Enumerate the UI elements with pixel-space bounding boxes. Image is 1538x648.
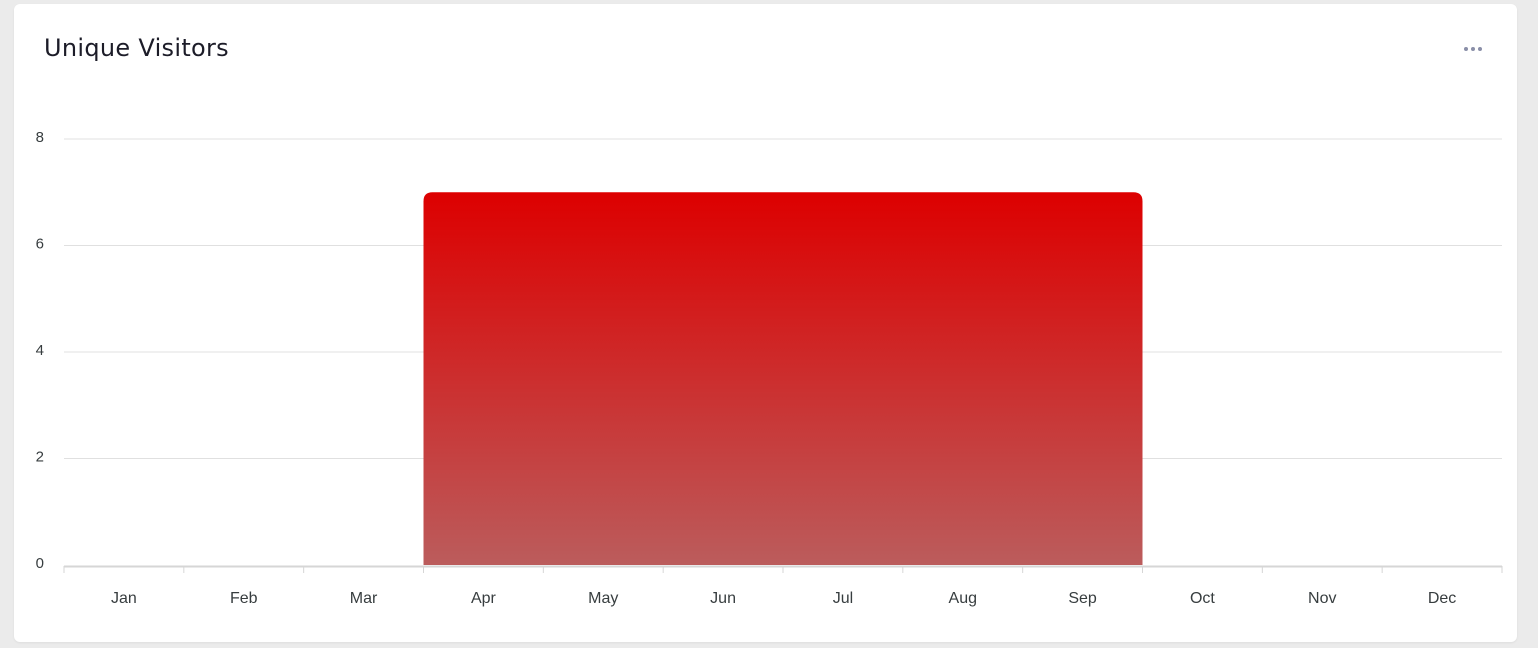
y-tick-label: 6 <box>36 236 44 253</box>
x-tick-label: Dec <box>1428 590 1456 607</box>
x-tick-label: Jul <box>833 590 853 607</box>
y-tick-label: 8 <box>36 129 44 146</box>
y-tick-label: 2 <box>36 449 44 466</box>
bar <box>423 192 1143 565</box>
x-tick-label: Nov <box>1308 590 1336 607</box>
x-tick-label: May <box>588 590 618 607</box>
x-tick-label: Oct <box>1190 590 1215 607</box>
more-dot <box>1478 47 1482 51</box>
x-tick-label: Sep <box>1068 590 1097 607</box>
y-tick-label: 4 <box>36 342 44 359</box>
x-tick-label: Aug <box>949 590 977 607</box>
y-tick-label: 0 <box>36 555 44 572</box>
card-title: Unique Visitors <box>44 34 229 62</box>
more-options-icon[interactable] <box>1458 38 1488 60</box>
x-tick-label: Jun <box>710 590 736 607</box>
x-tick-label: Mar <box>350 590 378 607</box>
x-tick-label: Apr <box>471 590 497 607</box>
x-tick-label: Feb <box>230 590 258 607</box>
more-dot <box>1464 47 1468 51</box>
x-tick-label: Jan <box>111 590 137 607</box>
more-dot <box>1471 47 1475 51</box>
